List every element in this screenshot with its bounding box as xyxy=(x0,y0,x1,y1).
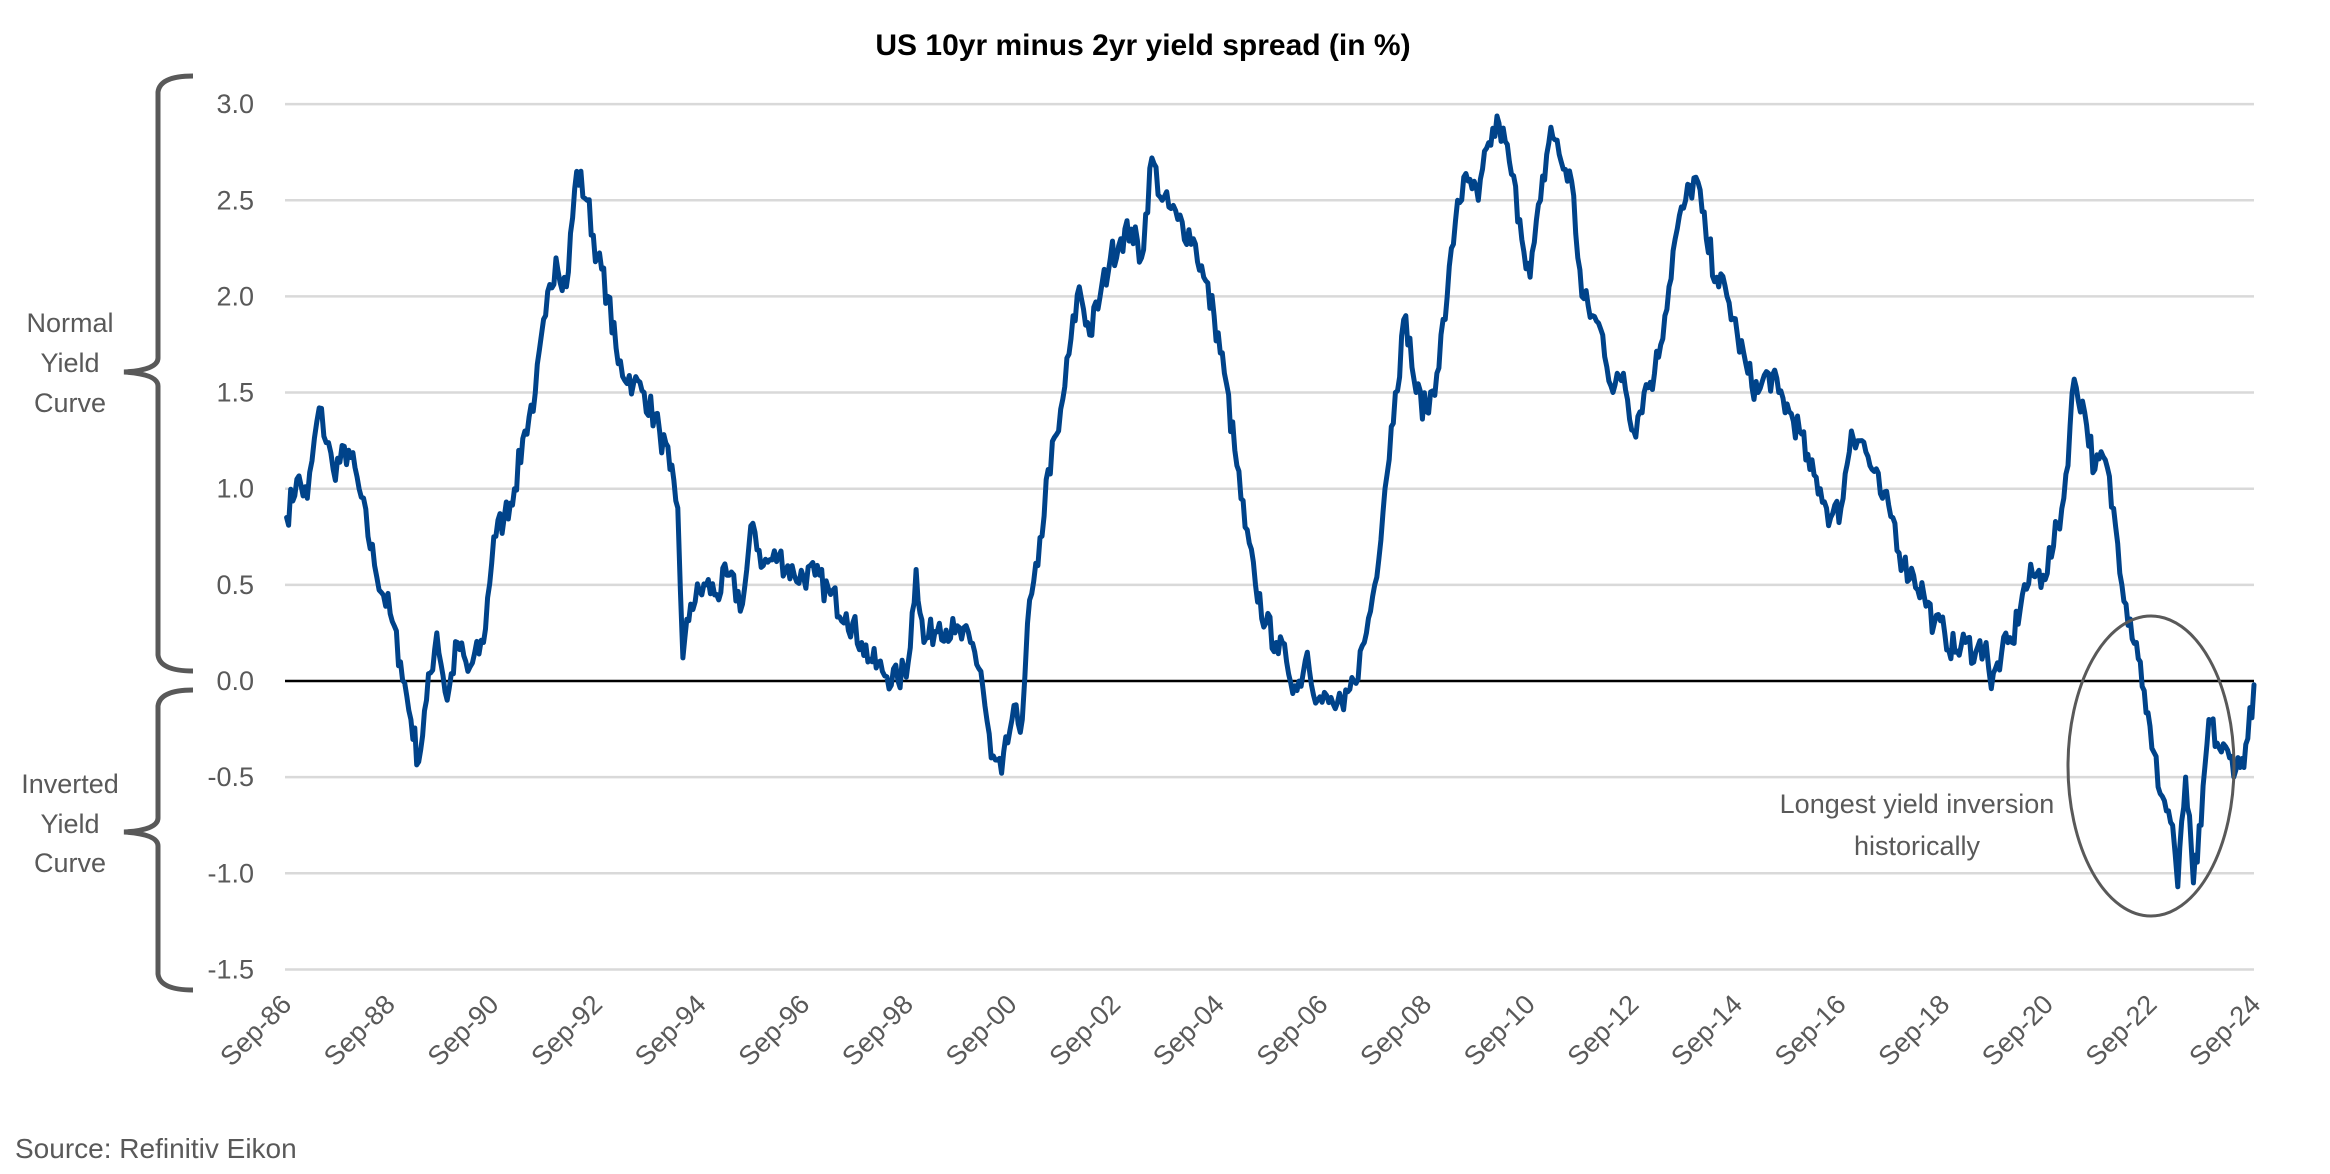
x-tick-label: Sep-14 xyxy=(1665,989,1748,1072)
x-tick-label: Sep-88 xyxy=(318,989,401,1072)
y-axis-ticks: 3.0 2.5 2.0 1.5 1.0 0.5 0.0 -0.5 -1.0 -1.5 xyxy=(207,89,254,984)
normal-label-line-2: Yield xyxy=(40,348,99,378)
x-tick-label: Sep-94 xyxy=(629,989,712,1072)
y-tick-label: -0.5 xyxy=(207,762,254,792)
inverted-curve-bracket xyxy=(123,687,194,993)
y-tick-label: 2.0 xyxy=(216,281,254,311)
gridlines xyxy=(285,102,2254,971)
x-tick-label: Sep-04 xyxy=(1147,989,1230,1072)
x-tick-label: Sep-16 xyxy=(1769,989,1852,1072)
inversion-highlight-ellipse xyxy=(2066,614,2236,918)
x-tick-label: Sep-98 xyxy=(836,989,919,1072)
y-tick-label: -1.5 xyxy=(207,954,254,984)
y-tick-label: 2.5 xyxy=(216,185,254,215)
chart-title: US 10yr minus 2yr yield spread (in %) xyxy=(875,29,1410,62)
y-tick-label: 1.5 xyxy=(216,378,254,408)
inverted-label-line-3: Curve xyxy=(34,848,106,878)
x-tick-label: Sep-90 xyxy=(422,989,505,1072)
x-tick-label: Sep-20 xyxy=(1976,989,2059,1072)
x-tick-label: Sep-86 xyxy=(214,989,297,1072)
normal-label-line-1: Normal xyxy=(26,308,113,338)
inverted-label-line-2: Yield xyxy=(40,809,99,839)
y-tick-label: -1.0 xyxy=(207,858,254,888)
x-tick-label: Sep-08 xyxy=(1354,989,1437,1072)
x-axis-ticks: Sep-86 Sep-88 Sep-90 Sep-92 Sep-94 Sep-96 Sep-… xyxy=(214,989,2266,1072)
y-tick-label: 0.0 xyxy=(216,666,254,696)
normal-curve-bracket xyxy=(123,73,194,674)
y-tick-label: 1.0 xyxy=(216,474,254,504)
x-tick-label: Sep-22 xyxy=(2080,989,2163,1072)
normal-yield-curve-label: Normal Yield Curve xyxy=(26,308,113,418)
x-tick-label: Sep-06 xyxy=(1251,989,1334,1072)
x-tick-label: Sep-12 xyxy=(1562,989,1645,1072)
x-tick-label: Sep-18 xyxy=(1873,989,1956,1072)
x-tick-label: Sep-92 xyxy=(525,989,608,1072)
normal-label-line-3: Curve xyxy=(34,388,106,418)
inverted-yield-curve-label: Inverted Yield Curve xyxy=(21,769,119,878)
annotation-line-2: historically xyxy=(1854,831,1981,861)
series-line-spread xyxy=(284,113,2257,890)
source-note: Source: Refinitiv Eikon xyxy=(15,1133,297,1164)
annotation-line-1: Longest yield inversion xyxy=(1780,789,2055,819)
x-tick-label: Sep-00 xyxy=(940,989,1023,1072)
x-tick-label: Sep-24 xyxy=(2183,989,2266,1072)
y-tick-label: 0.5 xyxy=(216,570,254,600)
y-tick-label: 3.0 xyxy=(216,89,254,119)
x-tick-label: Sep-02 xyxy=(1044,989,1127,1072)
x-tick-label: Sep-96 xyxy=(733,989,816,1072)
inverted-label-line-1: Inverted xyxy=(21,769,119,799)
x-tick-label: Sep-10 xyxy=(1458,989,1541,1072)
